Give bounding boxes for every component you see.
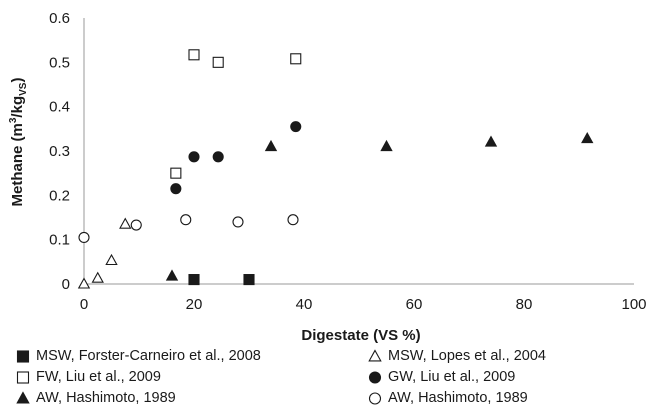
y-tick-label: 0 — [62, 276, 70, 293]
x-tick-label: 40 — [296, 296, 313, 313]
data-point — [243, 274, 255, 286]
y-axis-title-sup: 3 — [8, 117, 19, 123]
legend-marker-icon — [368, 392, 382, 405]
data-point — [581, 131, 594, 144]
legend-marker — [16, 350, 30, 363]
y-axis-title-mid: /kg — [9, 96, 26, 118]
legend-marker-icon — [16, 371, 30, 384]
legend-item: AW, Hashimoto, 1989 — [368, 390, 528, 406]
legend-marker — [368, 371, 382, 384]
x-axis-title: Digestate (VS %) — [301, 327, 420, 344]
data-point — [484, 135, 498, 147]
data-point — [188, 151, 200, 163]
data-point — [170, 183, 182, 195]
series-1 — [77, 217, 132, 289]
y-tick-label: 0.3 — [49, 143, 70, 160]
legend-label: MSW, Lopes et al., 2004 — [388, 348, 546, 364]
data-point — [77, 277, 91, 289]
data-point — [130, 219, 142, 231]
legend-label: FW, Liu et al., 2009 — [36, 369, 161, 385]
y-axis-title-main: Methane (m — [9, 123, 26, 206]
axes — [83, 18, 634, 285]
series-5 — [78, 214, 299, 243]
legend-item: AW, Hashimoto, 1989 — [16, 390, 176, 406]
legend-label: GW, Liu et al., 2009 — [388, 369, 516, 385]
data-point — [165, 269, 179, 281]
y-tick-label: 0.4 — [49, 99, 70, 116]
legend: MSW, Forster-Carneiro et al., 2008 MSW, L… — [0, 348, 656, 416]
legend-marker-icon — [368, 371, 382, 384]
data-points — [77, 49, 594, 289]
legend-item: GW, Liu et al., 2009 — [368, 369, 515, 385]
data-point — [287, 214, 299, 226]
data-point — [91, 271, 104, 283]
y-axis-title: Methane (m3/kgVS) — [8, 78, 29, 207]
legend-marker-icon — [16, 350, 30, 363]
legend-label: AW, Hashimoto, 1989 — [388, 390, 528, 406]
legend-item: MSW, Forster-Carneiro et al., 2008 — [16, 348, 261, 364]
data-point — [188, 49, 200, 61]
data-point — [188, 274, 200, 286]
legend-marker — [368, 392, 382, 405]
legend-label: AW, Hashimoto, 1989 — [36, 390, 176, 406]
data-point — [290, 121, 302, 133]
legend-item: FW, Liu et al., 2009 — [16, 369, 161, 385]
x-tick-label: 100 — [621, 296, 646, 313]
data-point — [232, 216, 244, 228]
data-point — [380, 139, 393, 152]
data-point — [105, 253, 118, 266]
data-point — [180, 214, 192, 226]
data-point — [212, 56, 224, 68]
series-2 — [170, 49, 302, 179]
legend-label: MSW, Forster-Carneiro et al., 2008 — [36, 348, 261, 364]
series-3 — [170, 121, 302, 195]
y-axis-title-sub: VS — [18, 82, 29, 96]
x-tick-label: 80 — [516, 296, 533, 313]
scatter-chart: 0 0.1 0.2 0.3 0.4 0.5 0.6 0 20 40 60 80 100 Digesta… — [8, 10, 647, 344]
data-point — [78, 231, 90, 243]
series-0 — [188, 274, 255, 286]
data-point — [290, 53, 302, 65]
x-tick-label: 20 — [186, 296, 203, 313]
legend-marker — [16, 391, 30, 404]
y-tick-label: 0.5 — [49, 54, 70, 71]
legend-marker — [368, 349, 382, 362]
data-point — [264, 139, 278, 152]
legend-item: MSW, Lopes et al., 2004 — [368, 348, 546, 364]
y-tick-label: 0.2 — [49, 187, 70, 204]
legend-marker-icon — [368, 349, 382, 362]
y-axis-title-end: ) — [9, 78, 26, 83]
x-tick-labels: 0 20 40 60 80 100 — [80, 296, 647, 313]
legend-marker — [16, 371, 30, 384]
y-tick-labels: 0 0.1 0.2 0.3 0.4 0.5 0.6 — [49, 10, 70, 293]
legend-marker-icon — [16, 391, 30, 404]
x-tick-label: 0 — [80, 296, 88, 313]
y-tick-label: 0.1 — [49, 232, 70, 249]
data-point — [119, 217, 132, 229]
series-4 — [165, 131, 594, 281]
x-tick-label: 60 — [406, 296, 423, 313]
data-point — [170, 167, 182, 179]
data-point — [212, 151, 224, 163]
y-tick-label: 0.6 — [49, 10, 70, 27]
